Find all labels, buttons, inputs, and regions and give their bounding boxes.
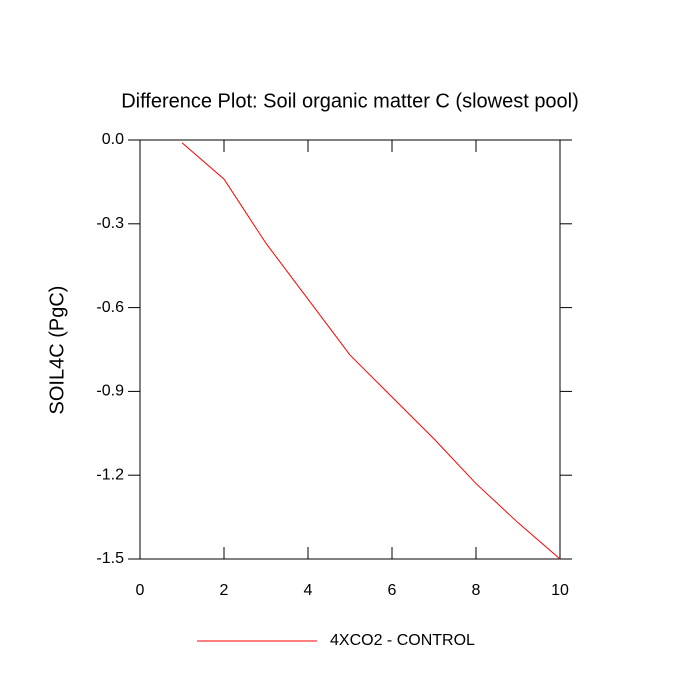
x-tick-label: 2 <box>220 582 229 599</box>
y-tick-label: -0.9 <box>96 383 124 400</box>
data-line <box>181 142 561 560</box>
x-tick-label: 4 <box>304 582 313 599</box>
legend-label: 4XCO2 - CONTROL <box>330 632 475 649</box>
y-tick-label: -0.3 <box>96 215 124 232</box>
y-tick-label: -0.6 <box>96 299 124 316</box>
x-tick-label: 0 <box>136 582 145 599</box>
y-tick-label: 0.0 <box>102 131 124 148</box>
y-tick-label: -1.2 <box>96 466 124 483</box>
chart-title: Difference Plot: Soil organic matter C (… <box>121 90 579 112</box>
plot-frame <box>139 139 561 560</box>
x-tick-label: 6 <box>388 582 397 599</box>
x-tick-label: 8 <box>472 582 481 599</box>
x-tick-label: 10 <box>551 582 569 599</box>
y-tick-label: -1.5 <box>96 550 124 567</box>
y-axis-label: SOIL4C (PgC) <box>46 286 68 415</box>
